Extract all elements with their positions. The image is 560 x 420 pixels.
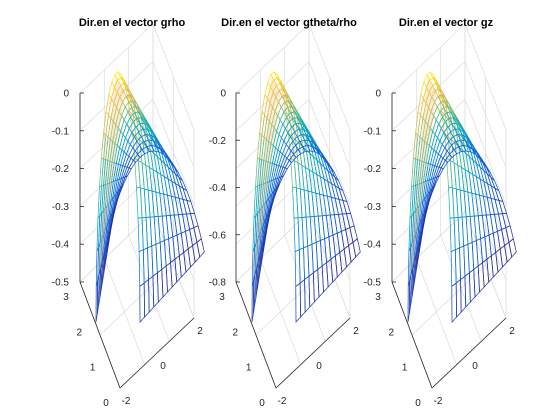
y-tick-label: 0 xyxy=(415,398,421,409)
surface-mesh xyxy=(251,71,361,323)
grid-line xyxy=(79,23,154,94)
x-axis-line xyxy=(275,317,351,389)
z-tick-label: -0.5 xyxy=(52,278,70,289)
y-tick-label: 1 xyxy=(90,363,96,374)
x-tick-label: 0 xyxy=(316,361,322,372)
y-tick-labels: 3 2 1 0 xyxy=(63,292,109,409)
x-tick-labels: 2 0 -2 xyxy=(278,326,360,407)
x-axis-line xyxy=(119,317,195,389)
grid-line xyxy=(255,264,330,336)
x-tick-label: -2 xyxy=(434,396,443,407)
y-axis-line xyxy=(79,281,121,389)
x-tick-label: 2 xyxy=(197,326,203,337)
grid-line xyxy=(79,61,154,132)
y-tick-label: 3 xyxy=(63,292,69,303)
x-tick-label: 2 xyxy=(353,326,359,337)
subplot-2: Dir.en el vector gtheta/rho 0 -0.2 -0.4 -0.6… xyxy=(209,17,361,409)
z-tick-label: 0 xyxy=(63,89,69,100)
y-tick-label: 2 xyxy=(389,327,395,338)
z-tick-label: 0 xyxy=(220,89,226,100)
y-tick-label: 0 xyxy=(103,398,109,409)
y-tick-labels: 3 2 1 0 xyxy=(375,292,421,409)
z-tick-label: -0.3 xyxy=(364,202,382,213)
z-tick-label: -0.1 xyxy=(52,126,70,137)
z-tick-label: -0.2 xyxy=(209,136,227,147)
z-tick-labels: 0 -0.2 -0.4 -0.6 -0.8 xyxy=(209,89,240,289)
z-tick-label: -0.5 xyxy=(364,278,382,289)
y-tick-label: 1 xyxy=(402,363,408,374)
y-tick-labels: 3 2 1 0 xyxy=(219,292,265,409)
z-tick-labels: 0 -0.1 -0.2 -0.3 -0.4 -0.5 xyxy=(364,89,396,289)
mesh-cell xyxy=(451,282,457,323)
mesh-cell xyxy=(196,238,205,258)
grid-line xyxy=(411,264,486,336)
surface-shade xyxy=(96,76,125,282)
x-tick-label: -2 xyxy=(278,396,287,407)
x-tick-label: 0 xyxy=(160,361,166,372)
z-tick-labels: 0 -0.1 -0.2 -0.3 -0.4 -0.5 xyxy=(52,89,84,289)
x-axis-line xyxy=(431,317,507,389)
subplot-title: Dir.en el vector grho xyxy=(79,17,186,29)
mesh-cell xyxy=(508,238,517,258)
surface-shade xyxy=(252,76,281,282)
z-tick-label: -0.1 xyxy=(364,126,382,137)
x-tick-label: 0 xyxy=(472,361,478,372)
z-tick-label: -0.4 xyxy=(52,240,70,251)
grid-line xyxy=(79,174,154,245)
subplot-title: Dir.en el vector gz xyxy=(399,17,494,29)
z-tick-label: -0.4 xyxy=(209,183,227,194)
z-tick-label: 0 xyxy=(375,89,381,100)
y-tick-label: 3 xyxy=(375,292,381,303)
subplot-title: Dir.en el vector gtheta/rho xyxy=(221,17,357,29)
x-tick-labels: 2 0 -2 xyxy=(122,326,204,407)
y-tick-label: 1 xyxy=(246,363,252,374)
y-tick-label: 0 xyxy=(259,398,265,409)
surface-shade xyxy=(408,76,437,282)
grid-line xyxy=(99,264,174,336)
grid-line xyxy=(391,174,466,245)
z-tick-label: -0.6 xyxy=(209,230,227,241)
mesh-cell xyxy=(295,282,301,323)
grid-line xyxy=(391,211,466,283)
grid-line xyxy=(79,211,154,283)
x-tick-labels: 2 0 -2 xyxy=(434,326,516,407)
grid-line xyxy=(235,23,310,94)
y-axis-line xyxy=(391,281,433,389)
z-tick-label: -0.8 xyxy=(209,278,227,289)
grid-line xyxy=(235,211,310,283)
y-tick-label: 3 xyxy=(219,292,225,303)
grid-line xyxy=(391,61,466,132)
z-tick-label: -0.2 xyxy=(364,164,382,175)
surface-mesh xyxy=(407,71,517,323)
mesh-cell xyxy=(139,282,145,323)
z-tick-label: -0.4 xyxy=(364,240,382,251)
y-tick-label: 2 xyxy=(77,327,83,338)
grid-line xyxy=(391,23,466,94)
z-tick-label: -0.2 xyxy=(52,164,70,175)
x-tick-label: -2 xyxy=(122,396,131,407)
grid-line xyxy=(235,174,310,245)
y-axis-line xyxy=(235,281,277,389)
surface-mesh xyxy=(95,71,205,323)
y-tick-label: 2 xyxy=(233,327,239,338)
subplot-3: Dir.en el vector gz 0 -0.1 -0.2 -0.3 -0.4 -0.5… xyxy=(364,17,517,409)
z-tick-label: -0.3 xyxy=(52,202,70,213)
x-tick-label: 2 xyxy=(509,326,515,337)
grid-line xyxy=(235,61,310,132)
mesh-cell xyxy=(352,238,361,258)
subplot-1: Dir.en el vector grho 0 -0.1 -0.2 -0.3 -0.4 -0… xyxy=(52,17,205,409)
